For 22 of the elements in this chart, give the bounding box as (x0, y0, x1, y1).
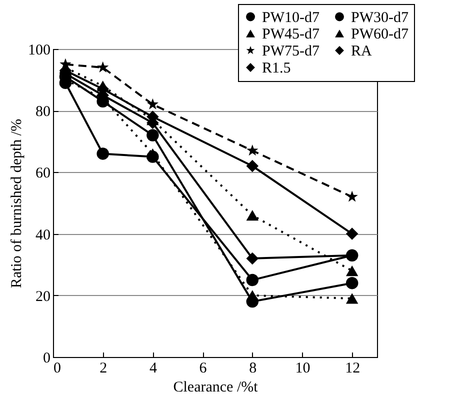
y-tick-label: 100 (28, 42, 50, 58)
x-axis-title: Clearance /%t (173, 380, 259, 396)
legend-label: RA (351, 44, 372, 60)
x-tick-label: 4 (149, 360, 158, 376)
x-tick-label: 2 (100, 360, 108, 376)
y-tick-label: 60 (36, 166, 50, 182)
legend-label: PW75-d7 (262, 44, 320, 60)
legend-label: PW60-d7 (351, 26, 409, 42)
x-tick-label: 12 (345, 360, 360, 376)
legend-label: R1.5 (262, 60, 291, 76)
x-tick-label: 10 (295, 360, 310, 376)
y-tick-label: 40 (36, 227, 50, 244)
legend-label: PW10-d7 (262, 10, 320, 26)
x-tick-label: 0 (54, 360, 61, 376)
y-tick-label: 20 (36, 288, 50, 305)
x-tick-label: 8 (249, 360, 257, 376)
legend-label: PW45-d7 (262, 26, 320, 42)
y-tick-label: 80 (36, 104, 50, 120)
x-tick-label: 6 (199, 360, 208, 376)
y-axis-title: Ratio of burnished depth /% (9, 118, 25, 288)
y-tick-label: 0 (43, 350, 50, 366)
legend-label: PW30-d7 (351, 10, 409, 26)
